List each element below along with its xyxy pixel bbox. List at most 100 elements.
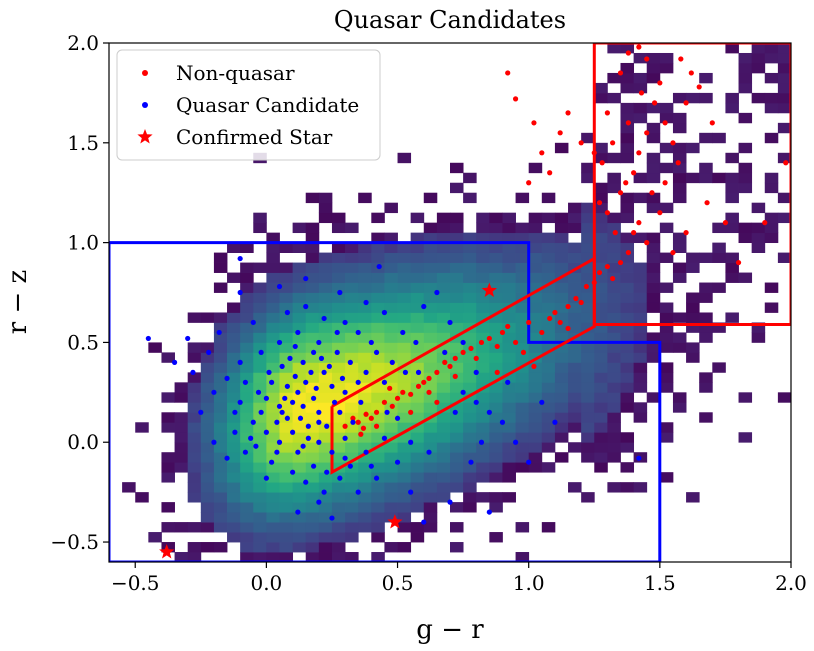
heatmap-cell (318, 452, 333, 463)
heatmap-cell (266, 282, 280, 293)
heatmap-cell (476, 392, 490, 403)
heatmap-cell (502, 422, 516, 433)
heatmap-cell (345, 252, 359, 263)
heatmap-cell (397, 292, 412, 303)
heatmap-cell (581, 242, 595, 253)
heatmap-cell (594, 282, 608, 293)
heatmap-cell (502, 492, 516, 503)
heatmap-cell (633, 402, 648, 413)
heatmap-cell (712, 172, 726, 184)
quasar-candidate-point (486, 509, 492, 515)
non-quasar-point (704, 200, 710, 206)
heatmap-cell (528, 232, 543, 244)
heatmap-cell (305, 222, 320, 234)
heatmap-cell (371, 432, 385, 443)
heatmap-cell (397, 482, 412, 493)
heatmap-cell (463, 192, 477, 204)
heatmap-cell (292, 372, 307, 383)
non-quasar-point (617, 259, 624, 266)
heatmap-cell (266, 482, 280, 493)
non-quasar-point (596, 269, 603, 276)
heatmap-cell (764, 172, 779, 184)
heatmap-cell (476, 402, 490, 413)
heatmap-cell (646, 62, 661, 74)
heatmap-cell (738, 142, 753, 154)
heatmap-cell (554, 262, 569, 273)
non-quasar-point (408, 391, 414, 397)
heatmap-cell (436, 372, 451, 383)
heatmap-cell (200, 342, 215, 353)
heatmap-cell (279, 282, 294, 293)
heatmap-cell (384, 282, 398, 293)
heatmap-cell (240, 422, 254, 433)
heatmap-cell (476, 292, 490, 303)
heatmap-cell (305, 302, 320, 313)
quasar-candidate-point (303, 479, 309, 485)
heatmap-cell (568, 392, 582, 403)
heatmap-cell (266, 502, 280, 513)
heatmap-cell (450, 472, 464, 483)
heatmap-cell (620, 202, 635, 214)
heatmap-cell (371, 482, 385, 493)
heatmap-cell (397, 422, 412, 433)
heatmap-cell (331, 312, 346, 323)
heatmap-cell (305, 282, 320, 293)
quasar-candidate-point (413, 339, 419, 346)
quasar-candidate-point (290, 399, 296, 405)
non-quasar-point (360, 425, 367, 431)
heatmap-cell (292, 402, 307, 413)
heatmap-cell (607, 242, 621, 253)
heatmap-cell (502, 362, 516, 373)
heatmap-cell (279, 332, 294, 343)
heatmap-cell (633, 282, 648, 293)
heatmap-cell (358, 472, 372, 483)
heatmap-cell (305, 192, 320, 204)
heatmap-cell (659, 252, 674, 263)
heatmap-cell (463, 402, 477, 413)
heatmap-cell (292, 292, 307, 303)
heatmap-cell (345, 452, 359, 463)
heatmap-cell (358, 502, 372, 513)
heatmap-cell (463, 502, 477, 513)
heatmap-cell (292, 352, 307, 363)
heatmap-cell (633, 192, 648, 204)
heatmap-cell (410, 232, 425, 244)
heatmap-cell (384, 312, 398, 323)
heatmap-cell (620, 232, 635, 244)
heatmap-cell (581, 412, 595, 423)
quasar-candidate-point (305, 423, 311, 429)
heatmap-cell (594, 382, 608, 393)
heatmap-cell (672, 272, 687, 283)
heatmap-cell (686, 92, 700, 104)
heatmap-cell (554, 392, 569, 403)
heatmap-cell (528, 292, 543, 303)
heatmap-cell (528, 322, 543, 333)
heatmap-cell (436, 352, 451, 363)
quasar-candidate-point (308, 369, 314, 375)
heatmap-cell (476, 242, 490, 253)
heatmap-cell (476, 362, 490, 373)
heatmap-cell (672, 152, 687, 164)
non-quasar-point (539, 150, 545, 156)
heatmap-cell (200, 422, 215, 433)
heatmap-cell (436, 382, 451, 393)
heatmap-cell (384, 362, 398, 373)
heatmap-cell (135, 422, 149, 433)
heatmap-cell (371, 272, 385, 283)
non-quasar-point (573, 295, 579, 302)
heatmap-cell (686, 302, 700, 313)
heatmap-cell (331, 352, 346, 363)
heatmap-cell (502, 212, 516, 224)
heatmap-cell (554, 452, 569, 463)
heatmap-cell (331, 402, 346, 413)
heatmap-cell (699, 382, 713, 393)
red-box-region (592, 43, 791, 326)
heatmap-cell (436, 452, 451, 463)
heatmap-cell (213, 432, 228, 443)
heatmap-cell (253, 362, 267, 373)
heatmap-cell (384, 232, 398, 244)
heatmap-cell (187, 522, 202, 533)
heatmap-cell (463, 302, 477, 313)
heatmap-cell (213, 442, 228, 453)
heatmap-cell (279, 532, 294, 543)
